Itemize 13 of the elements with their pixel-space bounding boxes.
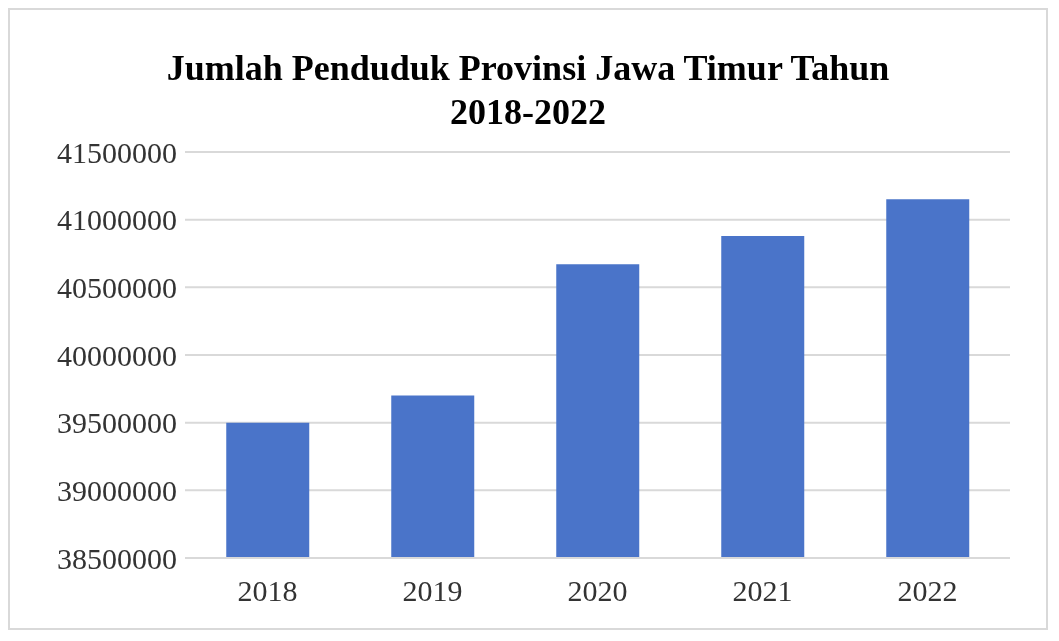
x-tick-label: 2019 <box>402 574 463 608</box>
chart-title: Jumlah Penduduk Provinsi Jawa Timur Tahun 2018-2022 <box>165 47 891 134</box>
y-tick-label: 38500000 <box>57 541 177 575</box>
y-tick-label: 40000000 <box>57 338 177 372</box>
x-tick-label: 2021 <box>732 574 793 608</box>
x-tick-label: 2020 <box>567 574 628 608</box>
y-tick-label: 41500000 <box>57 135 177 169</box>
y-tick-label: 39000000 <box>57 473 177 507</box>
x-tick-label: 2018 <box>237 574 298 608</box>
y-tick-label: 39500000 <box>57 406 177 440</box>
x-tick-label: 2022 <box>897 574 958 608</box>
y-tick-label: 40500000 <box>57 270 177 304</box>
y-tick-label: 41000000 <box>57 203 177 237</box>
